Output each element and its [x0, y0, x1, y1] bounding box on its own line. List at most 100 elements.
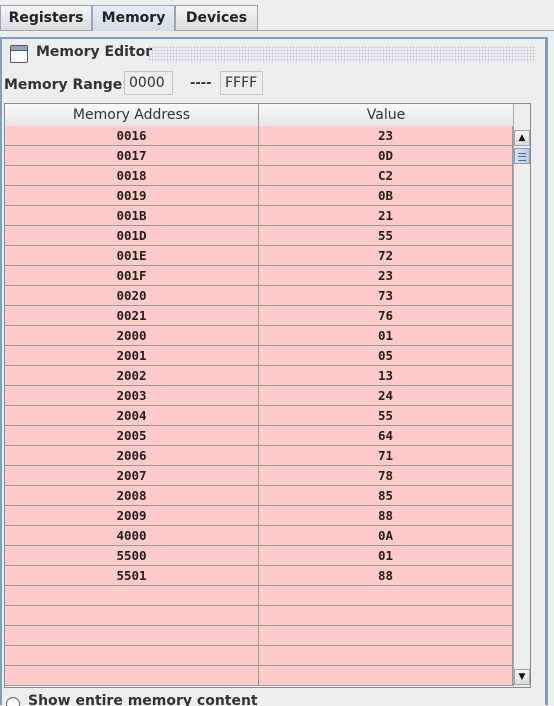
value-cell[interactable]: 88: [259, 506, 513, 526]
titlebar-grip: [148, 46, 536, 62]
range-end-field[interactable]: FFFF: [220, 71, 263, 95]
address-cell[interactable]: 001F: [5, 266, 259, 286]
value-cell[interactable]: 73: [259, 286, 513, 306]
range-start-field[interactable]: 0000: [124, 71, 173, 95]
value-cell[interactable]: 23: [259, 126, 513, 146]
address-cell[interactable]: 0016: [5, 126, 259, 146]
address-cell[interactable]: 2002: [5, 366, 259, 386]
table-row[interactable]: 2001 05: [5, 346, 513, 366]
address-cell[interactable]: [5, 646, 259, 666]
table-row[interactable]: 2009 88: [5, 506, 513, 526]
vertical-scrollbar[interactable]: ▲ ▼: [513, 104, 530, 687]
address-cell[interactable]: 001E: [5, 246, 259, 266]
table-row[interactable]: [5, 626, 513, 646]
value-cell[interactable]: 23: [259, 266, 513, 286]
value-cell[interactable]: 55: [259, 226, 513, 246]
table-row[interactable]: [5, 606, 513, 626]
value-cell[interactable]: [259, 586, 513, 606]
table-row[interactable]: 001D 55: [5, 226, 513, 246]
table-row[interactable]: 0016 23: [5, 126, 513, 146]
value-cell[interactable]: 24: [259, 386, 513, 406]
scroll-thumb[interactable]: [514, 148, 530, 164]
table-row[interactable]: 2000 01: [5, 326, 513, 346]
value-cell[interactable]: 0D: [259, 146, 513, 166]
value-cell[interactable]: [259, 646, 513, 666]
show-all-option[interactable]: Show entire memory content: [6, 692, 406, 706]
column-header-value[interactable]: Value: [366, 107, 406, 123]
value-cell[interactable]: 85: [259, 486, 513, 506]
scroll-down-arrow-icon[interactable]: ▼: [514, 669, 530, 685]
address-cell[interactable]: 4000: [5, 526, 259, 546]
table-row[interactable]: [5, 586, 513, 606]
address-cell[interactable]: [5, 606, 259, 626]
table-row[interactable]: 2008 85: [5, 486, 513, 506]
table-row[interactable]: 001E 72: [5, 246, 513, 266]
address-cell[interactable]: 001B: [5, 206, 259, 226]
table-row[interactable]: 4000 0A: [5, 526, 513, 546]
table-row[interactable]: 2003 24: [5, 386, 513, 406]
show-all-radio[interactable]: [6, 697, 20, 706]
table-row[interactable]: 5500 01: [5, 546, 513, 566]
address-cell[interactable]: 2003: [5, 386, 259, 406]
address-cell[interactable]: 2005: [5, 426, 259, 446]
address-cell[interactable]: 0018: [5, 166, 259, 186]
table-row[interactable]: 2007 78: [5, 466, 513, 486]
table-row[interactable]: 001F 23: [5, 266, 513, 286]
address-cell[interactable]: 2000: [5, 326, 259, 346]
tab-memory[interactable]: Memory: [92, 5, 175, 31]
tab-registers[interactable]: Registers: [0, 5, 92, 30]
table-row[interactable]: 2006 71: [5, 446, 513, 466]
address-cell[interactable]: 001D: [5, 226, 259, 246]
address-cell[interactable]: [5, 586, 259, 606]
table-row[interactable]: [5, 646, 513, 666]
table-row[interactable]: 0021 76: [5, 306, 513, 326]
value-cell[interactable]: C2: [259, 166, 513, 186]
value-cell[interactable]: 76: [259, 306, 513, 326]
address-cell[interactable]: 0020: [5, 286, 259, 306]
value-cell[interactable]: 78: [259, 466, 513, 486]
address-cell[interactable]: 0017: [5, 146, 259, 166]
scroll-up-arrow-icon[interactable]: ▲: [514, 130, 530, 146]
value-cell[interactable]: [259, 666, 513, 686]
table-row[interactable]: 0018 C2: [5, 166, 513, 186]
value-cell[interactable]: 0B: [259, 186, 513, 206]
value-cell[interactable]: 0A: [259, 526, 513, 546]
value-cell[interactable]: 21: [259, 206, 513, 226]
table-row[interactable]: [5, 666, 513, 686]
address-cell[interactable]: 5500: [5, 546, 259, 566]
value-cell[interactable]: 05: [259, 346, 513, 366]
value-cell[interactable]: 01: [259, 326, 513, 346]
value-cell[interactable]: 88: [259, 566, 513, 586]
table-row[interactable]: 001B 21: [5, 206, 513, 226]
address-cell[interactable]: 2006: [5, 446, 259, 466]
value-cell[interactable]: [259, 626, 513, 646]
address-cell[interactable]: 0019: [5, 186, 259, 206]
address-cell[interactable]: 5501: [5, 566, 259, 586]
table-row[interactable]: 5501 88: [5, 566, 513, 586]
table-row[interactable]: 0017 0D: [5, 146, 513, 166]
value-cell[interactable]: 64: [259, 426, 513, 446]
value-cell[interactable]: 71: [259, 446, 513, 466]
table-row[interactable]: 2002 13: [5, 366, 513, 386]
table-row[interactable]: 2005 64: [5, 426, 513, 446]
table-row[interactable]: 0020 73: [5, 286, 513, 306]
value-cell[interactable]: 13: [259, 366, 513, 386]
memory-table: Memory Address Value 0016 23 0017 0D 0018 C2 0…: [4, 103, 531, 688]
address-cell[interactable]: 2001: [5, 346, 259, 366]
value-cell[interactable]: 01: [259, 546, 513, 566]
address-cell[interactable]: [5, 666, 259, 686]
table-row[interactable]: 2004 55: [5, 406, 513, 426]
column-header-address[interactable]: Memory Address: [5, 104, 259, 126]
address-cell[interactable]: 0021: [5, 306, 259, 326]
table-row[interactable]: 0019 0B: [5, 186, 513, 206]
tab-devices[interactable]: Devices: [175, 5, 258, 30]
table-header: Memory Address Value: [5, 104, 513, 127]
value-cell[interactable]: [259, 606, 513, 626]
address-cell[interactable]: 2007: [5, 466, 259, 486]
value-cell[interactable]: 55: [259, 406, 513, 426]
address-cell[interactable]: 2004: [5, 406, 259, 426]
address-cell[interactable]: 2008: [5, 486, 259, 506]
address-cell[interactable]: 2009: [5, 506, 259, 526]
value-cell[interactable]: 72: [259, 246, 513, 266]
address-cell[interactable]: [5, 626, 259, 646]
